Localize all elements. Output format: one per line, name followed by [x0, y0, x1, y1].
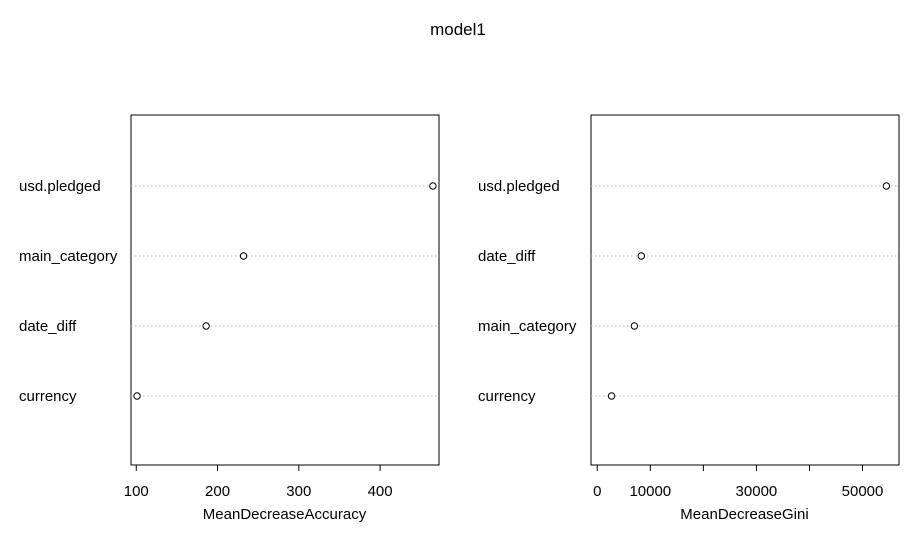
data-point-date-diff	[637, 252, 645, 260]
x-tick-label: 300	[286, 483, 311, 500]
category-label-usd-pledged: usd.pledged	[478, 178, 560, 195]
data-point-usd-pledged	[882, 182, 891, 190]
x-tick-label: 50000	[842, 483, 884, 500]
data-point-date-diff	[202, 322, 210, 330]
gini-panel: usd.pledged date_diff main_categorycurrenc…	[478, 114, 900, 523]
x-axis-title: MeanDecreaseAccuracy	[203, 506, 367, 523]
category-label-currency: currency	[19, 388, 77, 405]
data-point-main-category	[239, 252, 248, 260]
plot-frame	[590, 114, 900, 466]
category-label-date-diff: date_diff	[478, 248, 536, 265]
category-label-usd-pledged: usd.pledged	[19, 178, 101, 195]
x-axis-title: MeanDecreaseGini	[680, 506, 808, 523]
x-tick-label: 10000	[629, 483, 671, 500]
x-tick-label: 100	[124, 483, 149, 500]
category-label-currency: currency	[478, 388, 536, 405]
x-tick-label: 200	[205, 483, 230, 500]
plot-frame	[130, 114, 440, 466]
data-point-main-category	[630, 322, 639, 330]
x-tick-label: 400	[368, 483, 393, 500]
chart-main-title: model1	[430, 20, 486, 39]
data-point-currency	[607, 392, 616, 400]
data-point-currency	[133, 392, 141, 400]
x-tick-label: 30000	[736, 483, 778, 500]
category-label-date-diff: date_diff	[19, 318, 77, 335]
category-label-main-category: main_category	[19, 248, 118, 265]
x-tick-label: 0	[593, 483, 601, 500]
data-point-usd-pledged	[429, 182, 437, 190]
accuracy-panel: usd.pledged main_category date_diffcurrenc…	[19, 114, 440, 523]
category-label-main-category: main_category	[478, 318, 577, 335]
